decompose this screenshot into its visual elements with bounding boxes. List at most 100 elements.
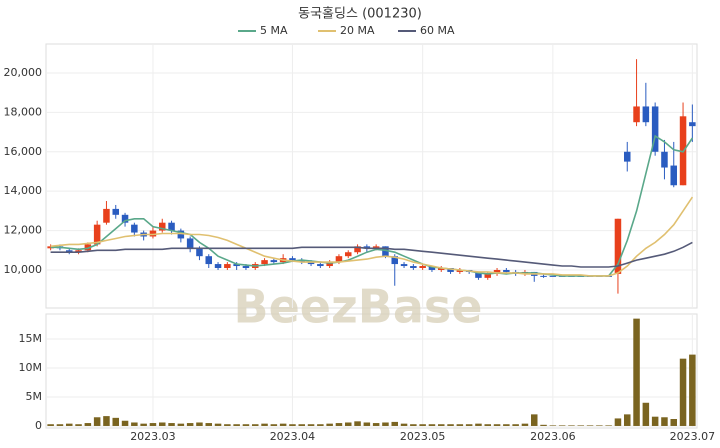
- candle-body: [354, 246, 361, 253]
- volume-bar: [233, 424, 240, 426]
- volume-bar: [335, 423, 343, 426]
- candle-body: [456, 269, 464, 272]
- candle-body: [651, 106, 659, 152]
- x-tick-label: 2023.05: [400, 430, 446, 443]
- volume-bar: [447, 424, 454, 426]
- y-tick-label: 15M: [19, 332, 43, 345]
- volume-bar: [354, 421, 361, 426]
- volume-bar: [670, 419, 678, 426]
- volume-bar: [605, 425, 612, 426]
- candle-body: [493, 269, 501, 274]
- candle-body: [242, 266, 250, 269]
- candle-body: [158, 222, 166, 231]
- volume-bar: [261, 423, 268, 426]
- volume-bar: [326, 423, 333, 426]
- candle-body: [93, 224, 101, 245]
- candle-body: [186, 238, 194, 249]
- y-tick-label: 16,000: [4, 145, 43, 158]
- candle-body: [661, 151, 668, 168]
- candle-body: [670, 165, 678, 186]
- candle-body: [363, 246, 371, 249]
- x-tick-label: 2023.04: [270, 430, 316, 443]
- watermark: BeezBase: [234, 280, 483, 334]
- volume-bar: [168, 423, 175, 426]
- volume-bar: [512, 424, 519, 426]
- candle-body: [344, 252, 352, 257]
- volume-bar: [475, 423, 482, 426]
- candle-body: [121, 214, 129, 223]
- volume-bar: [56, 424, 64, 426]
- volume-bar: [372, 423, 380, 426]
- x-tick-label: 2023.03: [130, 430, 176, 443]
- volume-bar: [224, 424, 231, 426]
- candle-body: [689, 122, 696, 127]
- candle-body: [419, 266, 426, 269]
- volume-bar: [586, 425, 594, 426]
- x-tick-label: 2023.07: [670, 430, 716, 443]
- volume-bar: [633, 318, 640, 426]
- legend-label: 20 MA: [340, 24, 375, 37]
- candle-body: [614, 218, 622, 274]
- candle-body: [289, 258, 296, 261]
- volume-bar: [317, 424, 324, 426]
- price-panel: [45, 43, 698, 309]
- candle-body: [335, 256, 343, 263]
- candle-body: [633, 106, 640, 123]
- y-tick-label: 14,000: [4, 184, 43, 197]
- volume-bar: [65, 423, 73, 426]
- volume-bar: [289, 424, 296, 426]
- volume-bar: [391, 421, 399, 426]
- volume-bar: [521, 423, 529, 426]
- legend-label: 60 MA: [420, 24, 455, 37]
- candle-body: [326, 262, 333, 267]
- volume-bar: [661, 417, 668, 426]
- candle-body: [540, 275, 547, 277]
- volume-bar: [400, 423, 408, 426]
- candle-body: [65, 250, 73, 253]
- volume-bar: [279, 423, 287, 426]
- ma-line: [50, 134, 694, 277]
- x-tick-label: 2023.06: [530, 430, 576, 443]
- volume-bar: [419, 424, 426, 426]
- volume-bar: [177, 423, 185, 426]
- volume-bar: [75, 424, 82, 426]
- volume-bar: [596, 425, 603, 426]
- volume-bar: [140, 423, 147, 426]
- candle-body: [642, 106, 650, 123]
- candle-body: [205, 256, 213, 265]
- candle-body: [372, 246, 380, 249]
- volume-bar: [437, 424, 445, 426]
- volume-bar: [679, 358, 687, 426]
- volume-bar: [103, 416, 110, 426]
- volume-bar: [307, 424, 315, 426]
- volume-bar: [131, 422, 138, 426]
- volume-bar: [623, 414, 631, 426]
- volume-bar: [651, 416, 659, 426]
- volume-bar: [493, 424, 501, 426]
- candle-body: [428, 266, 436, 270]
- candle-body: [112, 208, 120, 215]
- volume-bar: [540, 424, 547, 426]
- candle-body: [149, 230, 157, 237]
- volume-bar: [149, 423, 157, 426]
- candle-body: [382, 246, 389, 257]
- volume-bar: [382, 422, 389, 426]
- candle-body: [549, 275, 557, 277]
- y-tick-label: 5M: [26, 390, 43, 403]
- volume-bar: [112, 417, 120, 426]
- candle-body: [103, 208, 110, 223]
- volume-bar: [84, 423, 92, 426]
- volume-bar: [484, 424, 492, 426]
- volume-bar: [205, 423, 213, 426]
- volume-bar: [568, 425, 575, 426]
- y-tick-label: 10,000: [4, 263, 43, 276]
- candle-body: [224, 264, 231, 269]
- candle-body: [400, 264, 408, 267]
- candle-body: [177, 230, 185, 239]
- candle-body: [317, 264, 324, 267]
- candle-body: [503, 269, 510, 272]
- volume-bar: [456, 424, 464, 426]
- y-tick-label: 0: [35, 419, 42, 432]
- volume-bar: [93, 417, 101, 426]
- candle-body: [623, 151, 631, 162]
